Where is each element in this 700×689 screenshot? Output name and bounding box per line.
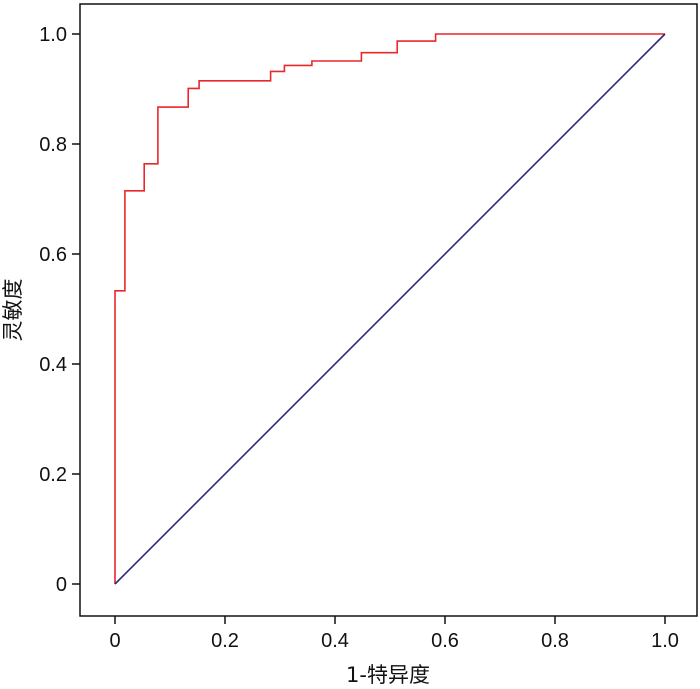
x-tick-label: 0.4: [321, 630, 349, 652]
y-tick-label: 0.2: [39, 464, 67, 486]
x-tick-label: 1.0: [651, 630, 679, 652]
y-tick-label: 0: [56, 574, 67, 596]
series-layer: [114, 33, 666, 585]
y-axis-title: 灵敏度: [1, 279, 25, 342]
reference-diagonal-line: [114, 33, 666, 585]
x-tick-label: 0.8: [541, 630, 569, 652]
plot-frame: [79, 3, 698, 617]
x-tick-label: 0.6: [431, 630, 459, 652]
y-tick-label: 1.0: [39, 24, 67, 46]
roc-curve-line: [114, 33, 665, 584]
x-axis-title: 1-特异度: [346, 663, 430, 687]
x-tick-label: 0.2: [211, 630, 239, 652]
y-tick-label: 0.8: [39, 134, 67, 156]
x-tick-label: 0: [109, 630, 120, 652]
y-tick-label: 0.6: [39, 244, 67, 266]
y-tick-label: 0.4: [39, 354, 67, 376]
x-axis: 0 0.2 0.4 0.6 0.8 1.0: [109, 616, 679, 652]
y-axis: 0 0.2 0.4 0.6 0.8 1.0: [39, 24, 80, 596]
